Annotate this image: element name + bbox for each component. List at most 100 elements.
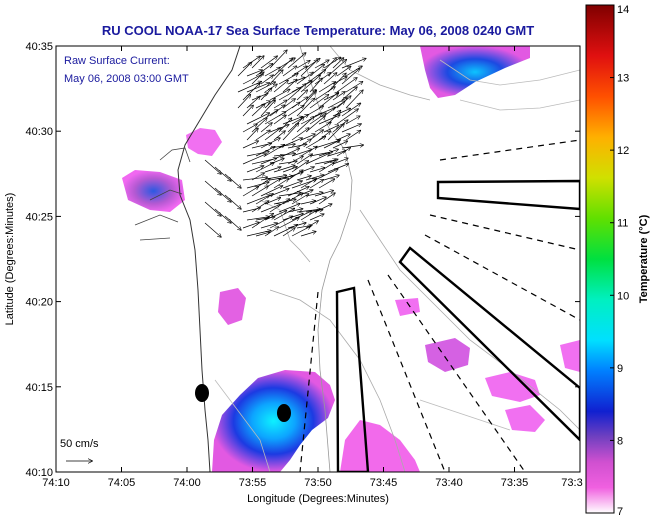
current-vector-135 [246,151,269,157]
chart-title: RU COOL NOAA-17 Sea Surface Temperature:… [102,23,534,38]
current-vector-134 [341,145,363,149]
current-vector-148 [260,155,284,165]
current-vector-222 [251,214,273,229]
sst-patches [122,46,580,472]
current-vector-139 [282,148,299,157]
current-vector-113 [264,128,281,141]
current-vector-186 [242,187,258,197]
current-vector-185 [318,179,335,189]
current-vector-24 [345,66,362,77]
y-axis-label: Latitude (Degrees:Minutes) [4,193,16,326]
current-vector-213 [246,217,269,221]
beam-outline-east [436,179,580,211]
current-vector-19 [300,60,318,77]
current-vector-97 [336,109,358,125]
current-vector-13 [246,70,262,77]
current-vector-12 [237,62,252,77]
current-vector-219 [300,210,317,221]
x-tick-label-1: 74:05 [108,477,136,489]
current-vector-coastal-1 [214,166,231,181]
current-vector-54 [278,88,300,101]
current-vector-80 [287,105,304,117]
current-vector-200 [291,194,309,205]
current-vector-122 [345,130,360,141]
sst-patch-west [122,170,185,212]
beam-outline-southeast [398,246,580,442]
current-vector-63 [246,96,260,109]
current-vector-89 [264,112,286,125]
current-vector-29 [278,73,298,85]
current-vector-230 [255,232,270,237]
scale-label: 50 cm/s [60,438,99,450]
contour-4 [439,59,580,111]
colorbar-tick-label-2: 12 [617,145,629,157]
current-vector-164 [309,168,325,173]
current-vector-137 [264,145,284,157]
current-vector-94 [309,113,326,125]
current-vector-36 [341,69,360,85]
current-vector-201 [300,201,315,205]
current-vector-coastal-7 [214,208,231,223]
current-vector-76 [251,104,265,117]
current-vector-172 [287,170,303,181]
current-vector-155 [323,159,338,165]
y-tick-label-0: 40:35 [25,41,53,53]
current-vector-110 [341,124,361,133]
current-vector-84 [323,101,345,117]
colorbar-tick-label-1: 13 [617,73,629,85]
current-vector-207 [269,199,289,213]
current-vector-116 [291,128,309,141]
current-vector-coastal-0 [204,159,221,174]
colorbar-tick-label-5: 9 [617,363,623,375]
current-vector-38 [246,83,270,93]
current-vector-coastal-9 [204,222,221,237]
beam-4 [387,274,526,472]
current-vector-31 [296,72,313,85]
current-vector-23 [336,66,351,77]
colorbar-tick-label-0: 14 [617,4,629,16]
current-vector-25 [242,74,262,85]
current-vector-159 [264,167,281,173]
current-vector-132 [323,140,340,149]
current-vector-90 [273,115,286,125]
current-vector-118 [309,130,323,141]
current-vector-72 [327,98,347,109]
current-vector-177 [246,182,269,189]
beam-1 [439,139,580,161]
current-vector-205 [251,201,269,213]
current-vector-41 [273,80,288,93]
current-vector-224 [269,216,293,229]
current-vector-66 [273,100,287,109]
y-tick-label-1: 40:30 [25,126,53,138]
current-vector-150 [278,161,297,165]
current-vector-71 [318,92,339,109]
colorbar-tick-label-7: 7 [617,506,623,518]
current-vector-coastal-3 [204,180,221,195]
colorbar-label: Temperature (°C) [638,214,650,303]
current-vector-11 [341,58,366,69]
current-vector-196 [255,194,273,205]
current-vector-234 [291,226,310,237]
beam-outline-south [335,286,370,472]
beam-2 [429,214,580,251]
current-vector-169 [260,175,287,181]
current-vector-158 [255,163,274,173]
current-vector-2 [260,56,277,69]
current-vector-144 [327,151,346,157]
plot-area: Raw Surface Current: May 06, 2008 03:00 … [56,46,580,472]
current-vector-184 [309,180,323,189]
radar-beams [299,139,580,472]
contour-5 [214,379,511,472]
x-axis-label: Longitude (Degrees:Minutes) [247,493,389,505]
x-tick-label-0: 74:10 [42,477,70,489]
current-vector-125 [260,138,280,149]
current-vector-48 [336,78,357,93]
current-vector-86 [341,103,361,117]
current-vector-88 [255,110,278,125]
current-vector-188 [260,186,282,197]
current-vector-181 [282,181,302,189]
current-vector-221 [242,222,259,229]
current-vector-166 [327,164,348,173]
current-annotation-line2: May 06, 2008 03:00 GMT [64,73,189,85]
current-vector-156 [332,158,348,165]
